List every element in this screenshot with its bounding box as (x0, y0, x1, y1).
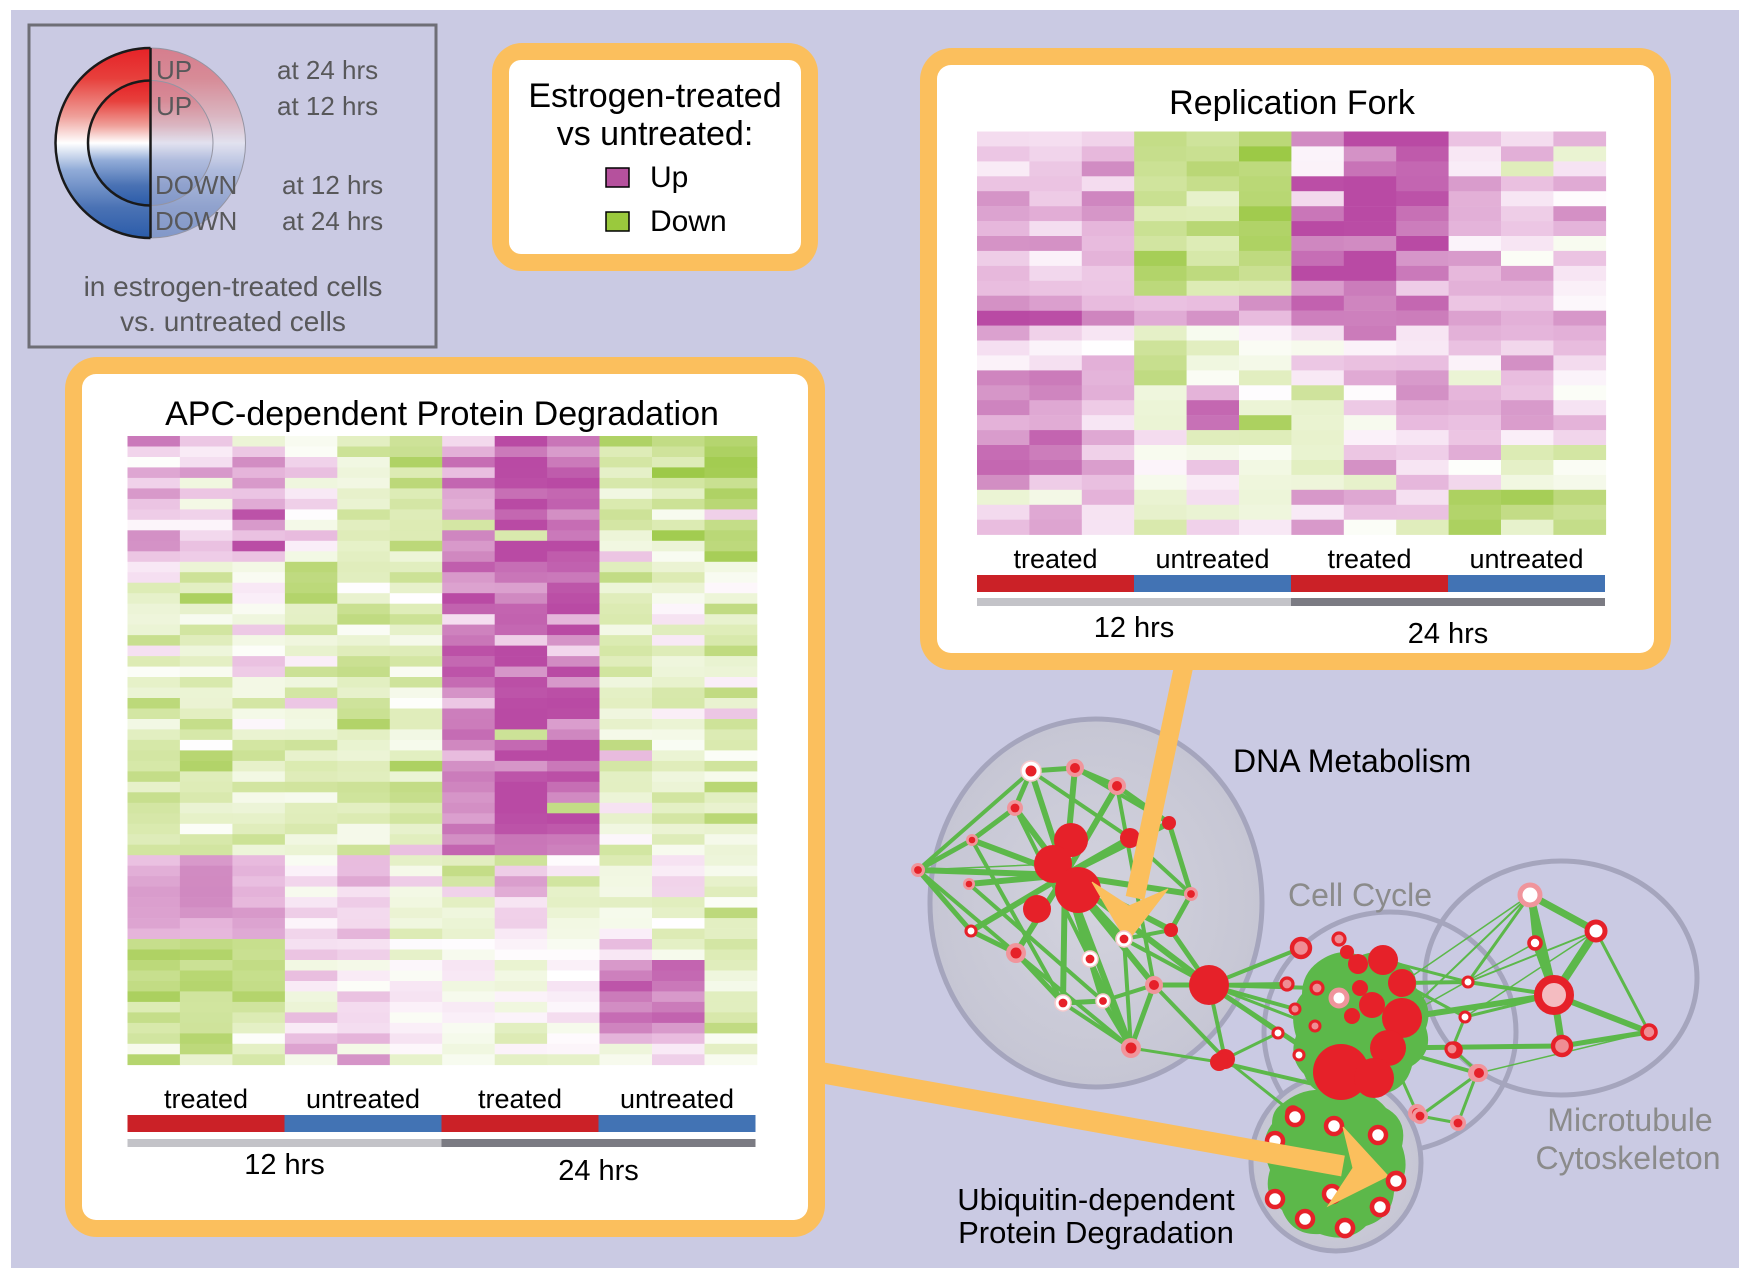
svg-text:treated: treated (478, 1084, 562, 1114)
svg-text:APC-dependent Protein Degradat: APC-dependent Protein Degradation (165, 395, 719, 433)
svg-text:Protein Degradation: Protein Degradation (958, 1215, 1234, 1250)
svg-text:untreated: untreated (306, 1084, 420, 1114)
svg-text:in estrogen-treated cells: in estrogen-treated cells (84, 271, 383, 302)
svg-text:at 24 hrs: at 24 hrs (282, 206, 383, 236)
svg-text:at 12 hrs: at 12 hrs (282, 170, 383, 200)
svg-text:DOWN: DOWN (155, 170, 237, 200)
svg-text:DNA Metabolism: DNA Metabolism (1233, 743, 1471, 779)
svg-text:Up: Up (650, 161, 688, 194)
svg-text:untreated: untreated (620, 1084, 734, 1114)
svg-text:12 hrs: 12 hrs (1094, 612, 1175, 644)
svg-text:untreated: untreated (1155, 544, 1269, 574)
svg-text:untreated: untreated (1469, 544, 1583, 574)
svg-text:treated: treated (1013, 544, 1097, 574)
svg-text:Ubiquitin-dependent: Ubiquitin-dependent (957, 1182, 1235, 1217)
svg-text:UP: UP (156, 91, 192, 121)
svg-text:Down: Down (650, 205, 727, 238)
svg-text:treated: treated (1327, 544, 1411, 574)
svg-text:at 24 hrs: at 24 hrs (277, 55, 378, 85)
svg-text:DOWN: DOWN (155, 206, 237, 236)
svg-text:24 hrs: 24 hrs (1408, 618, 1489, 650)
svg-text:treated: treated (164, 1084, 248, 1114)
svg-text:12 hrs: 12 hrs (244, 1149, 325, 1181)
svg-text:vs. untreated cells: vs. untreated cells (120, 306, 346, 337)
svg-text:Microtubule: Microtubule (1547, 1102, 1712, 1138)
svg-text:Replication Fork: Replication Fork (1169, 84, 1416, 122)
svg-text:Cell Cycle: Cell Cycle (1288, 877, 1432, 913)
svg-text:vs untreated:: vs untreated: (557, 115, 754, 153)
svg-text:24 hrs: 24 hrs (558, 1155, 639, 1187)
svg-text:UP: UP (156, 55, 192, 85)
svg-text:Estrogen-treated: Estrogen-treated (528, 77, 781, 115)
svg-text:Cytoskeleton: Cytoskeleton (1536, 1140, 1721, 1176)
svg-text:at 12 hrs: at 12 hrs (277, 91, 378, 121)
